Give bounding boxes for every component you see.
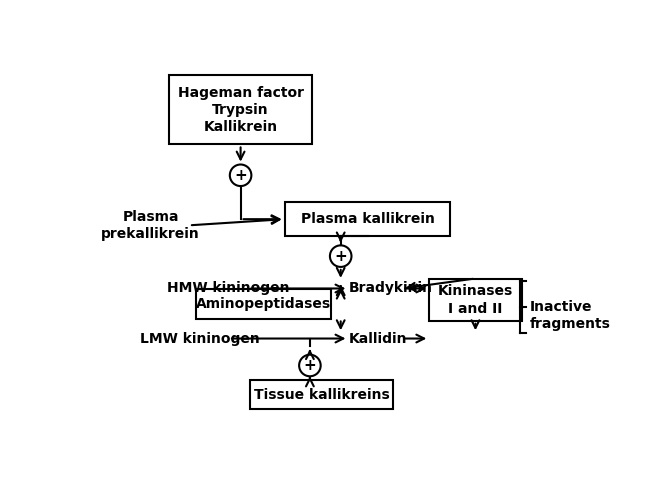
Circle shape: [230, 164, 251, 186]
Text: Bradykinin: Bradykinin: [349, 282, 432, 296]
Text: Kininases
I and II: Kininases I and II: [438, 285, 513, 316]
Text: +: +: [234, 168, 247, 183]
Circle shape: [299, 355, 321, 376]
Text: Hageman factor
Trypsin
Kallikrein: Hageman factor Trypsin Kallikrein: [178, 86, 304, 134]
Text: Aminopeptidases: Aminopeptidases: [196, 297, 331, 311]
Text: Plasma kallikrein: Plasma kallikrein: [300, 212, 435, 226]
Text: Plasma
prekallikrein: Plasma prekallikrein: [101, 210, 200, 241]
Bar: [196, 289, 331, 319]
Text: +: +: [304, 358, 316, 373]
Text: Inactive
fragments: Inactive fragments: [530, 300, 610, 331]
Circle shape: [330, 245, 352, 267]
Text: Kallidin: Kallidin: [349, 331, 407, 345]
Text: Tissue kallikreins: Tissue kallikreins: [254, 388, 389, 402]
Bar: [169, 75, 312, 145]
Bar: [285, 202, 450, 236]
Text: HMW kininogen: HMW kininogen: [167, 282, 290, 296]
Bar: [429, 279, 522, 321]
Text: +: +: [334, 249, 347, 263]
Bar: [251, 380, 393, 410]
Text: LMW kininogen: LMW kininogen: [140, 331, 260, 345]
